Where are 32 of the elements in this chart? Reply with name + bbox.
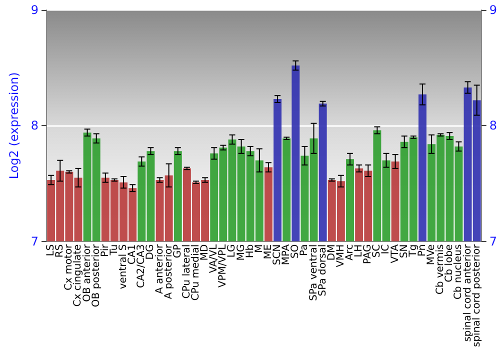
x-tick-label: M <box>254 244 265 253</box>
x-tick-label: RS <box>54 244 66 258</box>
x-tick-label: MVe <box>426 244 438 266</box>
y2-tick-label: 9 <box>489 3 498 17</box>
x-tick-label: SN <box>398 244 410 258</box>
y-tick-label: 9 <box>30 3 39 17</box>
y-tick-label: 8 <box>30 118 39 133</box>
x-tick-label: VMH <box>335 244 346 268</box>
x-tick-label: Hb <box>244 244 256 258</box>
x-tick-label: VTA <box>390 244 401 264</box>
x-tick-label: ME <box>262 244 274 260</box>
x-tick-label: DG <box>145 244 156 260</box>
y2-tick-label: 7 <box>489 234 498 248</box>
x-tick-label: IC <box>380 244 392 254</box>
x-tick-label: SPa dorsal <box>317 244 328 296</box>
y2-tick-label: 8 <box>489 118 498 133</box>
y-axis-title: Log2 (expression) <box>7 72 21 180</box>
x-tick-label: A posterior <box>163 243 174 300</box>
x-tick-label: Pir <box>100 243 111 257</box>
x-tick-label: spinal cord posterior <box>471 243 482 348</box>
x-tick-label: spinal cord anterior <box>462 243 474 342</box>
x-tick-label: Pn <box>416 244 428 256</box>
x-tick-label: Tu <box>108 244 120 256</box>
y-tick-label: 7 <box>30 234 39 248</box>
x-tick-label: Tg <box>408 244 419 258</box>
x-tick-label: Cx cingulate <box>72 244 84 307</box>
x-tick-label: LG <box>226 244 238 258</box>
x-tick-label: DM <box>326 244 338 261</box>
x-tick-label: Pa <box>299 244 310 256</box>
x-tick-label: GP <box>172 244 184 258</box>
x-tick-label: Cb lobe <box>444 244 456 282</box>
x-tick-label: OB posterior <box>90 243 102 308</box>
